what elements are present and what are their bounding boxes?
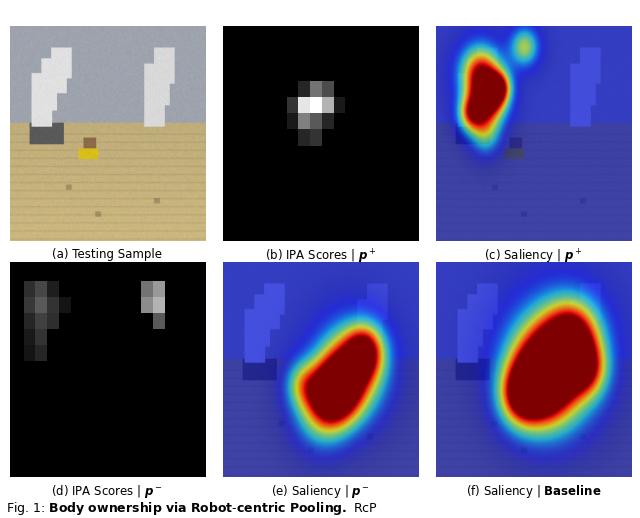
- Text: Fig. 1: $\mathbf{Body\ ownership\ via\ Robot\text{-}centric\ Pooling.}$ RcP: Fig. 1: $\mathbf{Body\ ownership\ via\ R…: [6, 500, 378, 517]
- Text: (e) Saliency | $\boldsymbol{p}^-$: (e) Saliency | $\boldsymbol{p}^-$: [271, 483, 370, 500]
- Text: (f) Saliency | $\mathbf{Baseline}$: (f) Saliency | $\mathbf{Baseline}$: [466, 483, 601, 500]
- Text: (c) Saliency | $\boldsymbol{p}^+$: (c) Saliency | $\boldsymbol{p}^+$: [484, 248, 582, 266]
- Text: (d) IPA Scores | $\boldsymbol{p}^-$: (d) IPA Scores | $\boldsymbol{p}^-$: [51, 483, 163, 500]
- Text: (a) Testing Sample: (a) Testing Sample: [52, 248, 162, 261]
- Text: (b) IPA Scores | $\boldsymbol{p}^+$: (b) IPA Scores | $\boldsymbol{p}^+$: [264, 248, 376, 266]
